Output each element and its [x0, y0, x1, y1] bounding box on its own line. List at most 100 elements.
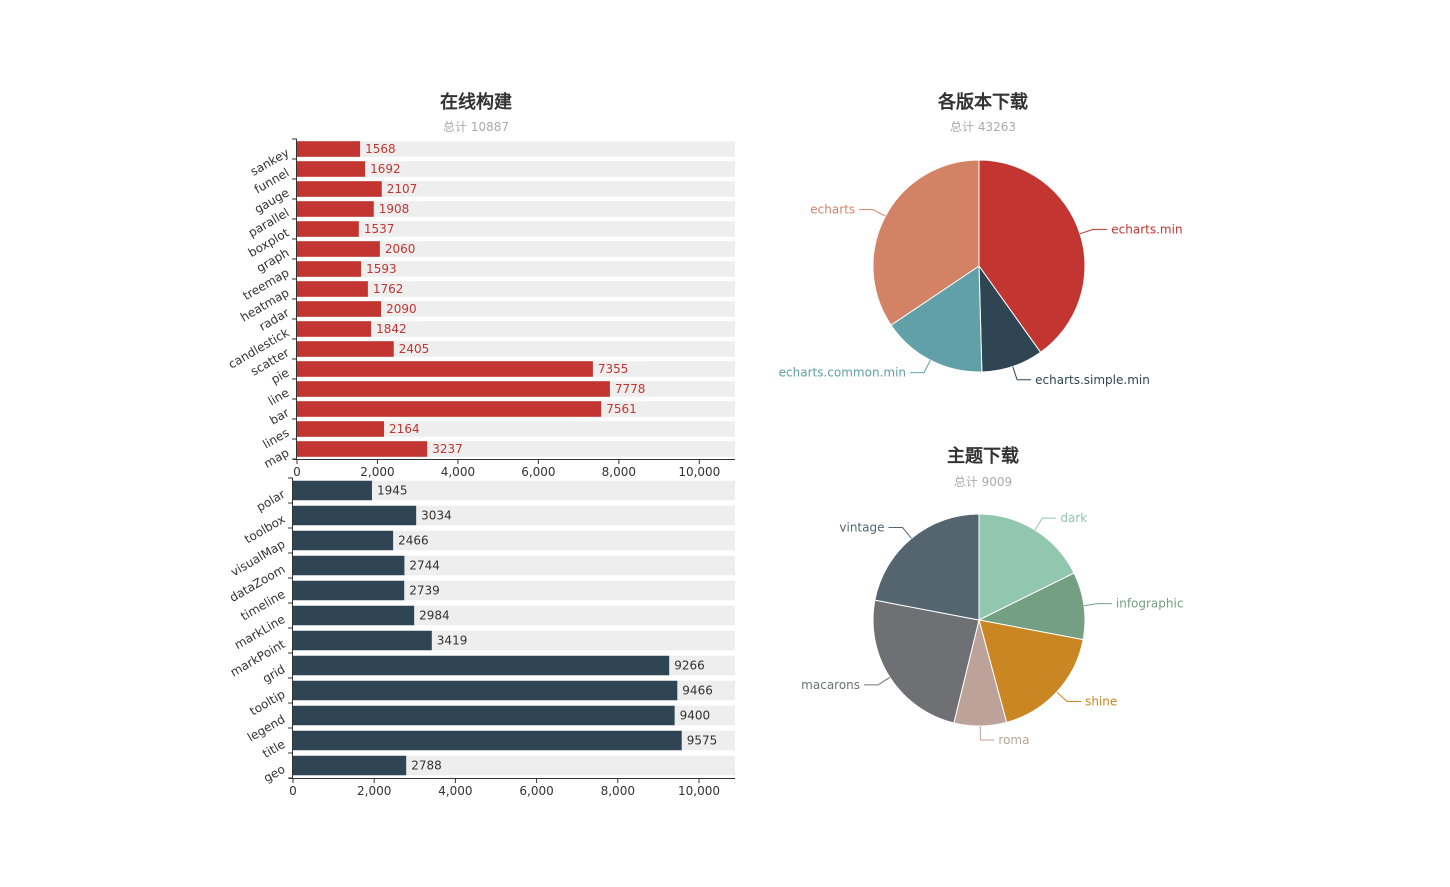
- x-tick-label: 10,000: [678, 784, 720, 798]
- bar-background: [297, 341, 735, 357]
- pie-leader-line: [1012, 366, 1032, 381]
- pie-leader-line: [1056, 691, 1082, 703]
- version-download-title: 各版本下载: [937, 91, 1028, 113]
- pie-label-infographic: infographic: [1116, 597, 1184, 611]
- online-build-title: 在线构建: [440, 91, 512, 113]
- bar-background: [297, 201, 735, 217]
- bar-background: [297, 161, 735, 177]
- pie-label-dark: dark: [1060, 511, 1087, 525]
- bar-map[interactable]: [297, 441, 428, 457]
- bar-markLine[interactable]: [293, 605, 415, 626]
- bar-value-label: 1568: [365, 142, 396, 156]
- bar-lines[interactable]: [297, 421, 385, 437]
- bar-value-label: 2164: [389, 422, 420, 436]
- pie-slice-echarts-common-min[interactable]: [890, 265, 983, 373]
- bar-value-label: 2984: [419, 609, 450, 623]
- online-build-subtitle: 总计 10887: [443, 120, 509, 134]
- x-tick-label: 10,000: [678, 465, 720, 479]
- bar-value-label: 3034: [421, 509, 452, 523]
- bar-background: [297, 181, 735, 197]
- bar-value-label: 9266: [674, 659, 705, 673]
- bar-legend[interactable]: [293, 705, 675, 726]
- pie-leader-line: [1034, 517, 1057, 531]
- bar-parallel[interactable]: [297, 201, 374, 217]
- category-label-polar: polar: [254, 487, 288, 514]
- bar-value-label: 1945: [377, 484, 408, 498]
- bar-heatmap[interactable]: [297, 281, 368, 297]
- bar-dataZoom[interactable]: [293, 555, 405, 576]
- bar-geo[interactable]: [293, 755, 407, 776]
- pie-slice-macarons[interactable]: [872, 599, 980, 724]
- theme-download-title: 主题下载: [947, 445, 1019, 467]
- bar-markPoint[interactable]: [293, 630, 432, 651]
- bar-polar[interactable]: [293, 480, 372, 501]
- version-download-subtitle: 总计 43263: [950, 120, 1016, 134]
- pie-label-macarons: macarons: [801, 678, 860, 692]
- bar-background: [293, 530, 735, 551]
- bar-value-label: 2744: [409, 559, 440, 573]
- bar-background: [293, 480, 735, 501]
- bar-value-label: 9466: [682, 684, 713, 698]
- bar-value-label: 1842: [376, 322, 407, 336]
- x-tick-label: 8,000: [601, 784, 635, 798]
- bar-funnel[interactable]: [297, 161, 366, 177]
- bar-gauge[interactable]: [297, 181, 382, 197]
- pie-leader-line: [1079, 228, 1108, 235]
- bar-value-label: 2090: [386, 302, 417, 316]
- bar-title[interactable]: [293, 730, 682, 751]
- bar-value-label: 1762: [373, 282, 404, 296]
- bar-scatter[interactable]: [297, 341, 394, 357]
- bar-value-label: 7561: [606, 402, 637, 416]
- bar-bar[interactable]: [297, 401, 602, 417]
- bar-value-label: 2405: [399, 342, 430, 356]
- bar-line[interactable]: [297, 381, 610, 397]
- bar-background: [297, 241, 735, 257]
- x-tick-label: 2,000: [357, 784, 391, 798]
- bar-value-label: 2788: [411, 759, 442, 773]
- pie-slice-dark[interactable]: [978, 513, 1075, 621]
- x-tick-label: 6,000: [521, 465, 555, 479]
- bar-value-label: 2060: [385, 242, 416, 256]
- bar-background: [297, 141, 735, 157]
- bar-toolbox[interactable]: [293, 505, 417, 526]
- bar-grid[interactable]: [293, 655, 670, 676]
- pie-label-echarts: echarts: [810, 203, 855, 217]
- bar-background: [297, 221, 735, 237]
- pie-label-shine: shine: [1085, 695, 1117, 709]
- pie-label-echarts-simple-min: echarts.simple.min: [1035, 373, 1150, 387]
- pie-leader-line: [864, 676, 891, 686]
- pie-label-echarts-min: echarts.min: [1111, 222, 1182, 236]
- bar-value-label: 2107: [387, 182, 418, 196]
- bar-value-label: 2466: [398, 534, 429, 548]
- bar-background: [297, 321, 735, 337]
- x-tick-label: 4,000: [441, 465, 475, 479]
- bar-pie[interactable]: [297, 361, 593, 377]
- bar-graph[interactable]: [297, 241, 380, 257]
- category-label-geo: geo: [261, 762, 287, 785]
- x-tick-label: 8,000: [602, 465, 636, 479]
- category-label-lines: lines: [260, 425, 291, 451]
- bar-background: [297, 261, 735, 277]
- bar-treemap[interactable]: [297, 261, 362, 277]
- pie-slice-echarts[interactable]: [872, 159, 980, 326]
- category-label-tooltip: tooltip: [247, 687, 287, 718]
- bar-value-label: 1908: [379, 202, 410, 216]
- bar-timeline[interactable]: [293, 580, 405, 601]
- bar-sankey[interactable]: [297, 141, 361, 157]
- bar-value-label: 7778: [615, 382, 646, 396]
- category-label-line: line: [266, 385, 292, 408]
- bar-value-label: 2739: [409, 584, 440, 598]
- bar-tooltip[interactable]: [293, 680, 678, 701]
- bar-visualMap[interactable]: [293, 530, 394, 551]
- bar-value-label: 9400: [680, 709, 711, 723]
- pie-slice-shine[interactable]: [978, 619, 1084, 723]
- bar-radar[interactable]: [297, 301, 382, 317]
- pie-label-echarts-common-min: echarts.common.min: [779, 366, 906, 380]
- bar-boxplot[interactable]: [297, 221, 359, 237]
- version-download-pie: echarts.min echarts.simple.min echarts.com…: [779, 159, 1183, 387]
- bar-background: [297, 281, 735, 297]
- pie-leader-line: [979, 725, 995, 741]
- pie-leader-line: [1083, 603, 1112, 607]
- bar-candlestick[interactable]: [297, 321, 372, 337]
